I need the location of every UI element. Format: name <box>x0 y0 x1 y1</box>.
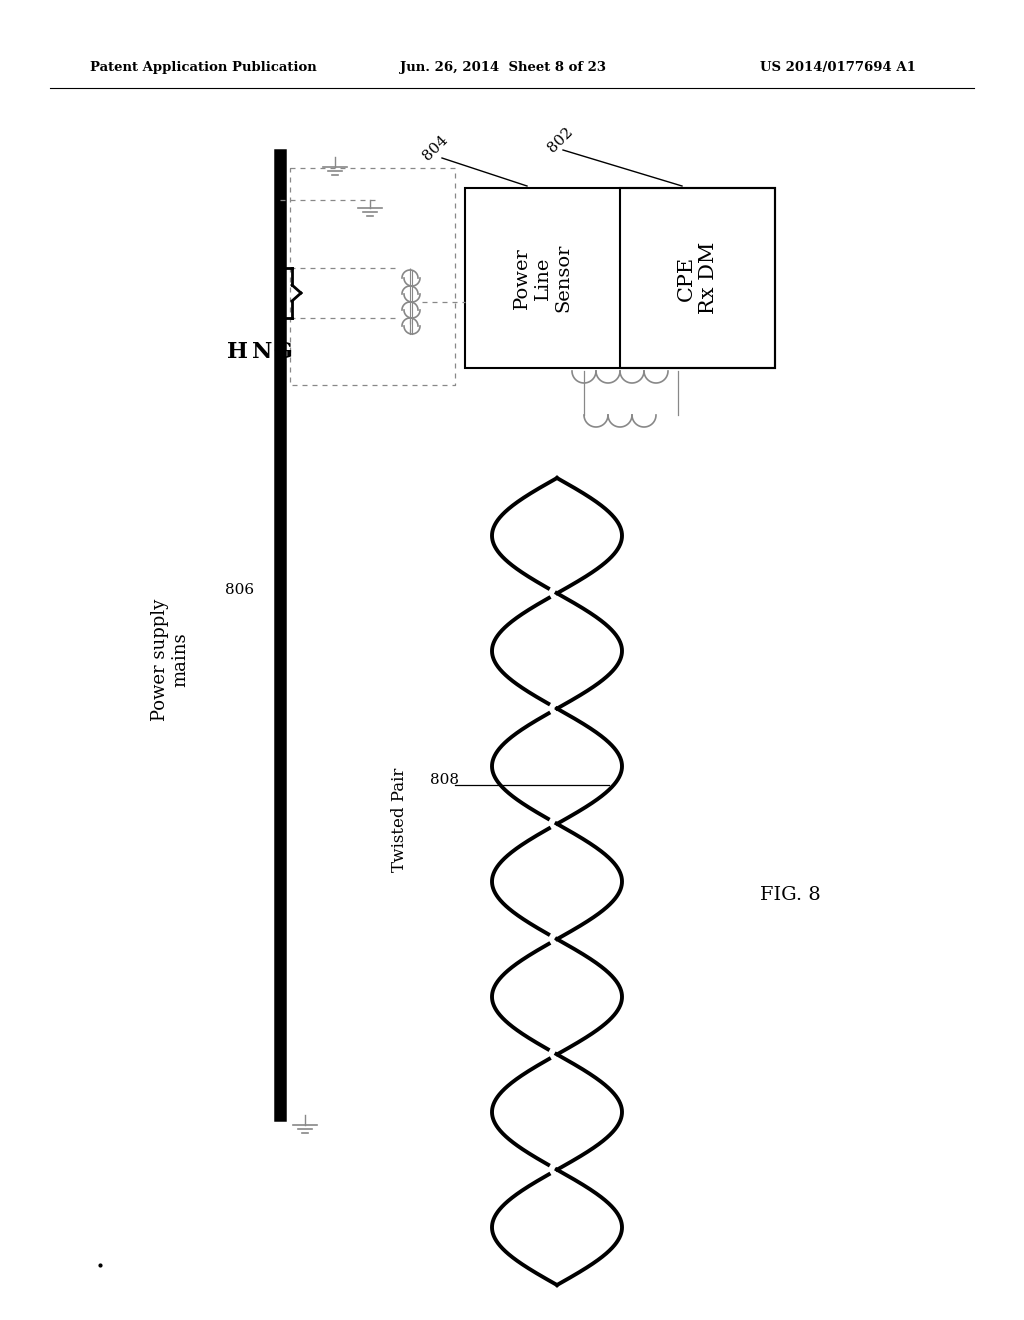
Text: Patent Application Publication: Patent Application Publication <box>90 62 316 74</box>
Text: Power
Line
Sensor: Power Line Sensor <box>513 244 572 313</box>
Text: Jun. 26, 2014  Sheet 8 of 23: Jun. 26, 2014 Sheet 8 of 23 <box>400 62 606 74</box>
Bar <box>465 187 620 368</box>
Text: Power supply
mains: Power supply mains <box>151 599 189 721</box>
Text: 806: 806 <box>225 583 254 597</box>
Text: G: G <box>273 341 292 363</box>
Text: N: N <box>252 341 272 363</box>
Text: 808: 808 <box>430 772 459 787</box>
Text: 804: 804 <box>420 133 451 164</box>
Text: FIG. 8: FIG. 8 <box>760 886 821 904</box>
Text: Twisted Pair: Twisted Pair <box>391 768 409 873</box>
Text: US 2014/0177694 A1: US 2014/0177694 A1 <box>760 62 915 74</box>
Text: CPE
Rx DM: CPE Rx DM <box>677 242 718 314</box>
Bar <box>465 187 775 368</box>
Text: H: H <box>227 341 248 363</box>
Bar <box>620 187 775 368</box>
Text: 802: 802 <box>545 125 575 156</box>
